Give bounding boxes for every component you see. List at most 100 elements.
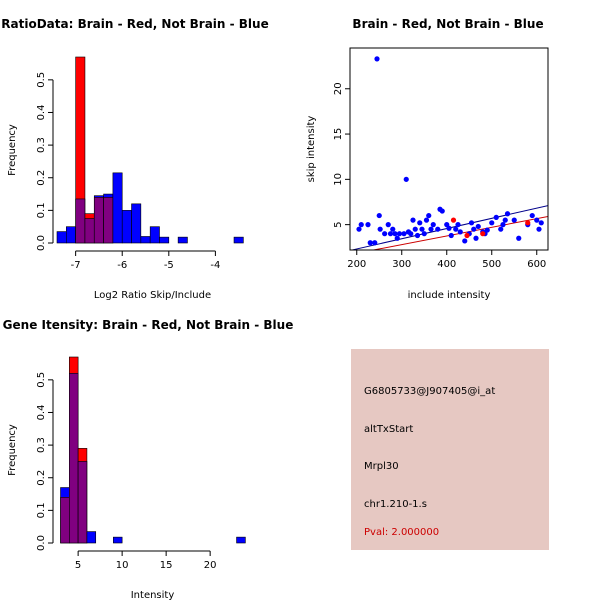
point-not-brain: [484, 227, 490, 233]
x-tick-label: -4: [210, 260, 220, 271]
bar-overlap: [93, 197, 104, 244]
x-tick-label: 200: [347, 259, 366, 270]
point-not-brain: [504, 211, 511, 217]
point-not-brain: [511, 217, 517, 223]
probe-info-box: G6805733@J907405@i_at altTxStart Mrpl30 …: [351, 349, 549, 550]
point-not-brain: [538, 220, 544, 226]
point-not-brain: [446, 225, 452, 231]
bar-not-brain: [233, 236, 244, 244]
scatter-plot-area: [350, 56, 548, 250]
x-tick-label: 500: [482, 259, 501, 270]
point-not-brain: [408, 231, 414, 237]
point-not-brain: [377, 226, 383, 232]
point-not-brain: [489, 220, 495, 226]
point-not-brain: [419, 226, 425, 232]
point-not-brain: [365, 222, 371, 228]
point-not-brain: [414, 232, 421, 239]
bar-overlap: [103, 197, 114, 244]
bar-overlap: [77, 461, 88, 544]
y-axis-label: Frequency: [7, 424, 18, 476]
point-not-brain: [372, 240, 378, 246]
y-axis-label: skip intensity: [306, 116, 317, 183]
point-not-brain: [367, 240, 373, 246]
point-not-brain: [387, 231, 394, 237]
point-brain: [480, 231, 486, 237]
chart-title: Gene Itensity: Brain - Red, Not Brain - …: [3, 318, 294, 332]
x-tick-label: 5: [75, 560, 81, 571]
point-not-brain: [423, 217, 430, 223]
x-tick-label: 15: [160, 560, 173, 571]
point-not-brain: [439, 208, 445, 214]
bar-not-brain: [121, 210, 132, 244]
ratio-histogram-panel: RatioData: Brain - Red, Not Brain - Blue…: [1, 17, 268, 301]
y-tick-label: 0.1: [36, 502, 47, 518]
pval-text: Pval: 2.000000: [364, 527, 440, 538]
x-tick-label: 600: [527, 259, 546, 270]
y-tick-label: 0.0: [36, 535, 47, 551]
point-not-brain: [358, 222, 364, 228]
point-not-brain: [500, 222, 506, 228]
point-not-brain: [516, 235, 522, 241]
x-tick-label: 20: [204, 560, 217, 571]
point-not-brain: [403, 176, 409, 182]
y-tick-label: 0.4: [36, 405, 47, 421]
x-tick-label: -7: [71, 260, 81, 271]
y-tick-label: 0.2: [36, 170, 47, 186]
intensity-histogram-panel: Gene Itensity: Brain - Red, Not Brain - …: [3, 318, 294, 600]
bar-not-brain: [149, 226, 160, 244]
point-not-brain: [392, 231, 398, 237]
point-not-brain: [428, 226, 434, 232]
y-tick-label: 0.5: [36, 372, 47, 388]
point-not-brain: [498, 226, 504, 232]
y-tick-label: 0.2: [36, 470, 47, 486]
y-tick-label: 0.3: [36, 137, 47, 153]
scatter-plot-panel: Brain - Red, Not Brain - Blue 200 300 400 50…: [306, 17, 549, 301]
point-not-brain: [493, 214, 499, 220]
point-not-brain: [356, 226, 362, 232]
point-not-brain: [471, 226, 477, 232]
point-not-brain: [410, 217, 416, 223]
x-tick-label: 10: [116, 560, 129, 571]
x-tick-label: -6: [117, 260, 127, 271]
point-not-brain: [417, 220, 423, 226]
point-not-brain: [396, 231, 403, 237]
bar-not-brain: [140, 236, 151, 244]
point-brain: [464, 232, 470, 239]
chart-title: RatioData: Brain - Red, Not Brain - Blue: [1, 17, 268, 31]
point-not-brain: [536, 226, 542, 232]
bar-overlap: [75, 198, 86, 244]
point-not-brain: [502, 217, 508, 223]
y-tick-label: 0.1: [36, 202, 47, 218]
point-not-brain: [426, 212, 432, 219]
x-tick-label: -5: [164, 260, 174, 271]
bar-not-brain: [86, 531, 97, 544]
point-not-brain: [462, 238, 468, 244]
bar-not-brain: [56, 231, 67, 244]
point-not-brain: [394, 235, 400, 241]
y-tick-label: 10: [333, 173, 344, 186]
bar-overlap: [84, 218, 95, 244]
point-not-brain: [412, 226, 418, 232]
bar-not-brain: [113, 536, 123, 544]
point-not-brain: [468, 220, 475, 226]
point-not-brain: [390, 226, 396, 232]
x-axis-label: Log2 Ratio Skip/Include: [94, 290, 211, 301]
bar-not-brain: [236, 536, 246, 544]
y-tick-label: 20: [333, 82, 344, 95]
chart-title: Brain - Red, Not Brain - Blue: [352, 17, 543, 31]
y-axis-label: Frequency: [7, 124, 18, 176]
point-not-brain: [475, 223, 481, 230]
event-type: altTxStart: [364, 424, 414, 435]
point-not-brain: [473, 235, 479, 241]
point-not-brain: [376, 212, 382, 219]
bar-not-brain: [112, 172, 123, 244]
bar-overlap: [69, 373, 79, 544]
point-not-brain: [430, 222, 436, 228]
x-axis-label: Intensity: [131, 590, 175, 600]
point-not-brain: [457, 229, 463, 235]
y-tick-label: 5: [333, 221, 344, 227]
probe-id: G6805733@J907405@i_at: [364, 386, 496, 397]
bar-not-brain: [66, 226, 76, 244]
x-tick-label: 300: [392, 259, 411, 270]
